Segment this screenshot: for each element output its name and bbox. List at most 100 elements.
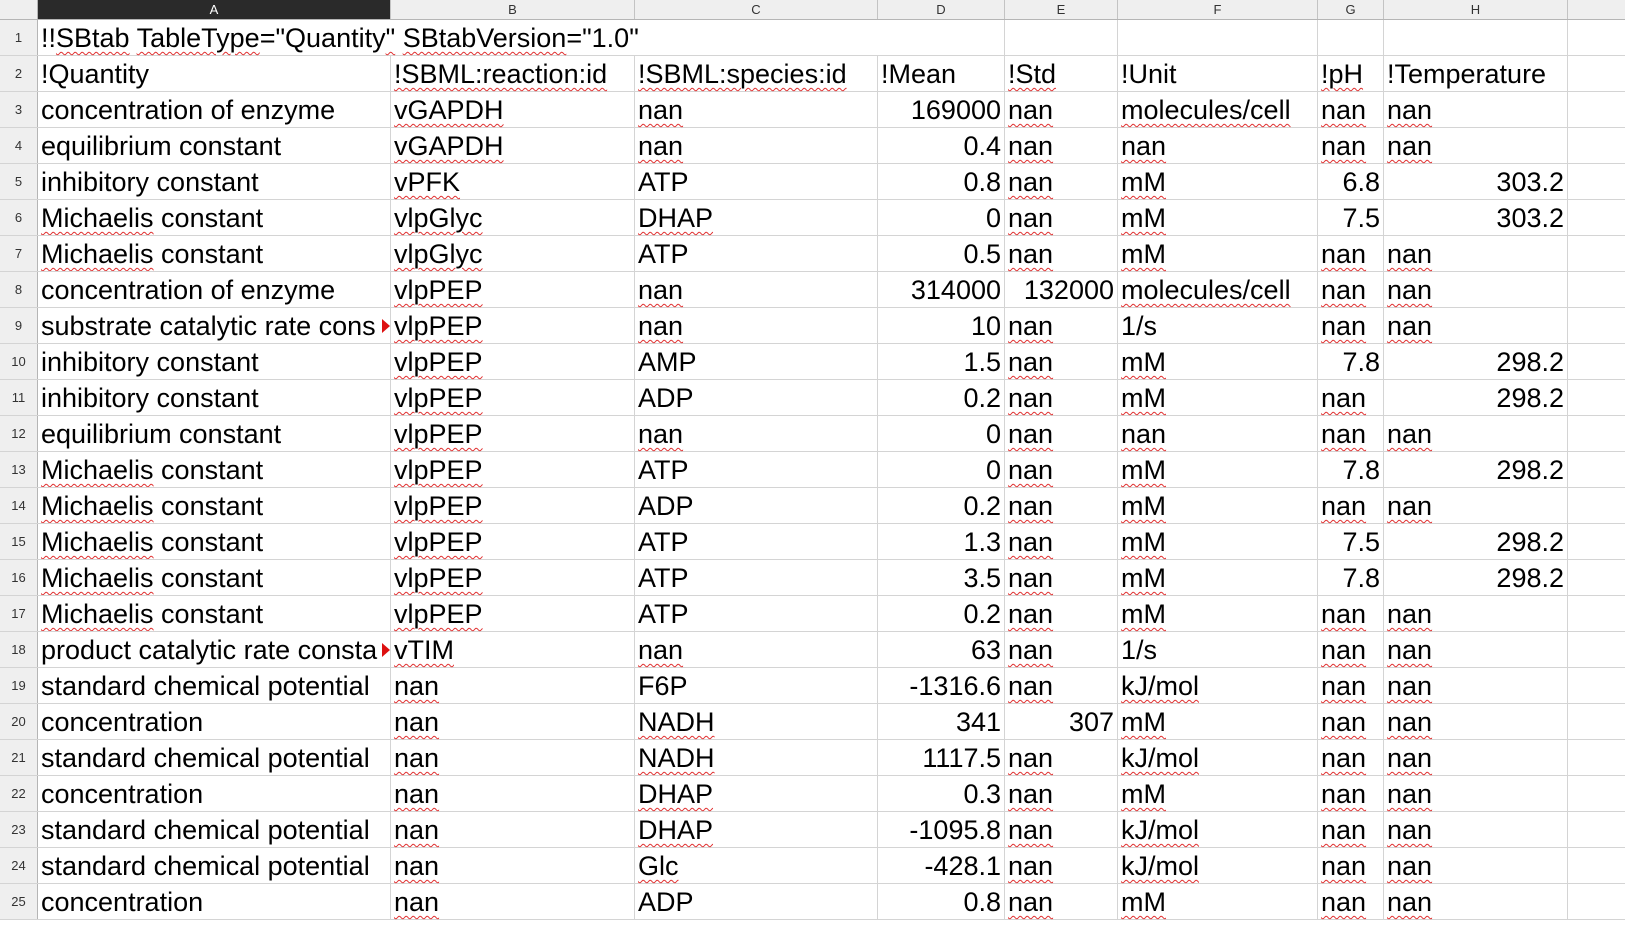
row-header[interactable]: 1	[0, 20, 38, 55]
cell-h-18[interactable]: nan	[1384, 632, 1568, 667]
cell-e-18[interactable]: nan	[1005, 632, 1118, 667]
cell-c-17[interactable]: ATP	[635, 596, 878, 631]
cell-g-21[interactable]: nan	[1318, 740, 1384, 775]
cell-b-10[interactable]: vlpPEP	[391, 344, 635, 379]
cell-d-9[interactable]: 10	[878, 308, 1005, 343]
empty-cell[interactable]	[878, 20, 1005, 55]
cell-f-16[interactable]: mM	[1118, 560, 1318, 595]
cell-d-25[interactable]: 0.8	[878, 884, 1005, 919]
cell-e-4[interactable]: nan	[1005, 128, 1118, 163]
cell-h-25[interactable]: nan	[1384, 884, 1568, 919]
cell-e-8[interactable]: 132000	[1005, 272, 1118, 307]
cell-f-11[interactable]: mM	[1118, 380, 1318, 415]
cell-f-10[interactable]: mM	[1118, 344, 1318, 379]
cell-e-2[interactable]: !Std	[1005, 56, 1118, 91]
cell-f-13[interactable]: mM	[1118, 452, 1318, 487]
cell-f-15[interactable]: mM	[1118, 524, 1318, 559]
cell-f-6[interactable]: mM	[1118, 200, 1318, 235]
cell-g-17[interactable]: nan	[1318, 596, 1384, 631]
cell-h-14[interactable]: nan	[1384, 488, 1568, 523]
cell-h-6[interactable]: 303.2	[1384, 200, 1568, 235]
cell-b-14[interactable]: vlpPEP	[391, 488, 635, 523]
cell-a-2[interactable]: !Quantity	[38, 56, 391, 91]
cell-a-12[interactable]: equilibrium constant	[38, 416, 391, 451]
cell-d-10[interactable]: 1.5	[878, 344, 1005, 379]
cell-b-3[interactable]: vGAPDH	[391, 92, 635, 127]
cell-c-18[interactable]: nan	[635, 632, 878, 667]
cell-c-23[interactable]: DHAP	[635, 812, 878, 847]
cell-e-9[interactable]: nan	[1005, 308, 1118, 343]
cell-c-25[interactable]: ADP	[635, 884, 878, 919]
cell-h-13[interactable]: 298.2	[1384, 452, 1568, 487]
cell-b-4[interactable]: vGAPDH	[391, 128, 635, 163]
cell-g-7[interactable]: nan	[1318, 236, 1384, 271]
cell-h-3[interactable]: nan	[1384, 92, 1568, 127]
cell-c-10[interactable]: AMP	[635, 344, 878, 379]
cell-f-5[interactable]: mM	[1118, 164, 1318, 199]
cell-f-21[interactable]: kJ/mol	[1118, 740, 1318, 775]
cell-e-10[interactable]: nan	[1005, 344, 1118, 379]
cell-a-4[interactable]: equilibrium constant	[38, 128, 391, 163]
cell-c-9[interactable]: nan	[635, 308, 878, 343]
cell-d-18[interactable]: 63	[878, 632, 1005, 667]
cell-d-16[interactable]: 3.5	[878, 560, 1005, 595]
cell-b-13[interactable]: vlpPEP	[391, 452, 635, 487]
cell-b-8[interactable]: vlpPEP	[391, 272, 635, 307]
cell-e-12[interactable]: nan	[1005, 416, 1118, 451]
row-header[interactable]: 10	[0, 344, 38, 379]
cell-d-14[interactable]: 0.2	[878, 488, 1005, 523]
cell-h-15[interactable]: 298.2	[1384, 524, 1568, 559]
cell-b-18[interactable]: vTIM	[391, 632, 635, 667]
cell-c-24[interactable]: Glc	[635, 848, 878, 883]
cell-f-20[interactable]: mM	[1118, 704, 1318, 739]
cell-e-7[interactable]: nan	[1005, 236, 1118, 271]
cell-g-5[interactable]: 6.8	[1318, 164, 1384, 199]
cell-b-25[interactable]: nan	[391, 884, 635, 919]
cell-g-16[interactable]: 7.8	[1318, 560, 1384, 595]
row-header[interactable]: 11	[0, 380, 38, 415]
empty-cell[interactable]	[1118, 20, 1318, 55]
cell-h-24[interactable]: nan	[1384, 848, 1568, 883]
cell-h-4[interactable]: nan	[1384, 128, 1568, 163]
cell-d-23[interactable]: -1095.8	[878, 812, 1005, 847]
cell-a-16[interactable]: Michaelis constant	[38, 560, 391, 595]
cell-c-12[interactable]: nan	[635, 416, 878, 451]
cell-e-16[interactable]: nan	[1005, 560, 1118, 595]
cell-b-21[interactable]: nan	[391, 740, 635, 775]
cell-c-22[interactable]: DHAP	[635, 776, 878, 811]
cell-g-14[interactable]: nan	[1318, 488, 1384, 523]
row-header[interactable]: 25	[0, 884, 38, 919]
cell-c-19[interactable]: F6P	[635, 668, 878, 703]
cell-g-19[interactable]: nan	[1318, 668, 1384, 703]
cell-c-15[interactable]: ATP	[635, 524, 878, 559]
cell-a-13[interactable]: Michaelis constant	[38, 452, 391, 487]
cell-d-6[interactable]: 0	[878, 200, 1005, 235]
cell-a-7[interactable]: Michaelis constant	[38, 236, 391, 271]
column-header-a[interactable]: A	[38, 0, 391, 19]
cell-d-21[interactable]: 1117.5	[878, 740, 1005, 775]
cell-e-20[interactable]: 307	[1005, 704, 1118, 739]
cell-f-14[interactable]: mM	[1118, 488, 1318, 523]
cell-d-13[interactable]: 0	[878, 452, 1005, 487]
cell-e-11[interactable]: nan	[1005, 380, 1118, 415]
cell-f-19[interactable]: kJ/mol	[1118, 668, 1318, 703]
cell-a-14[interactable]: Michaelis constant	[38, 488, 391, 523]
cell-g-13[interactable]: 7.8	[1318, 452, 1384, 487]
cell-b-9[interactable]: vlpPEP	[391, 308, 635, 343]
cell-d-24[interactable]: -428.1	[878, 848, 1005, 883]
cell-d-15[interactable]: 1.3	[878, 524, 1005, 559]
cell-d-19[interactable]: -1316.6	[878, 668, 1005, 703]
cell-b-7[interactable]: vlpGlyc	[391, 236, 635, 271]
cell-a-17[interactable]: Michaelis constant	[38, 596, 391, 631]
cell-g-9[interactable]: nan	[1318, 308, 1384, 343]
cell-a-23[interactable]: standard chemical potential	[38, 812, 391, 847]
column-header-b[interactable]: B	[391, 0, 635, 19]
cell-g-2[interactable]: !pH	[1318, 56, 1384, 91]
cell-c-8[interactable]: nan	[635, 272, 878, 307]
cell-c-2[interactable]: !SBML:species:id	[635, 56, 878, 91]
cell-c-13[interactable]: ATP	[635, 452, 878, 487]
cell-b-24[interactable]: nan	[391, 848, 635, 883]
cell-g-18[interactable]: nan	[1318, 632, 1384, 667]
cell-a-5[interactable]: inhibitory constant	[38, 164, 391, 199]
cell-c-20[interactable]: NADH	[635, 704, 878, 739]
